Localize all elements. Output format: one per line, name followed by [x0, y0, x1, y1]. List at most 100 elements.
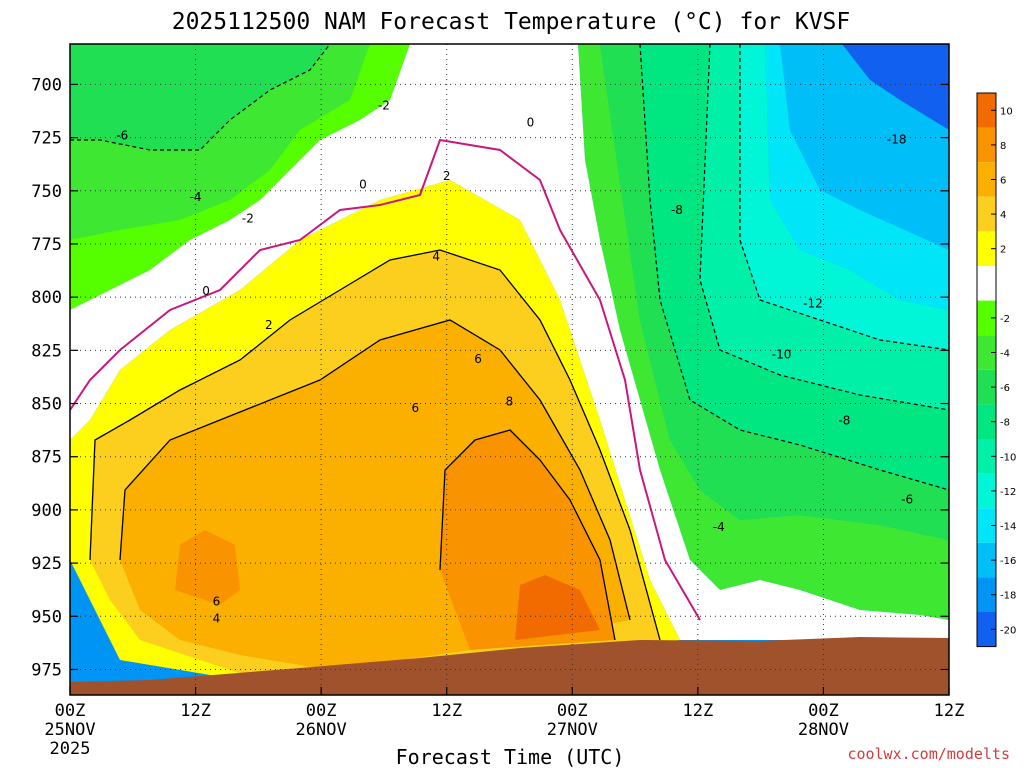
- contour-label: -2: [242, 211, 254, 225]
- band-minus10: [700, 44, 949, 410]
- contour-label: -10: [772, 348, 792, 362]
- terrain: [70, 637, 949, 695]
- colorbar-label: -2: [1000, 314, 1010, 325]
- colorbar-swatch: [977, 127, 996, 163]
- colorbar-frame: [976, 92, 997, 648]
- colorbar-label: 4: [1000, 210, 1006, 221]
- contour-label: -12: [803, 297, 823, 311]
- chart-title: 2025112500 NAM Forecast Temperature (°C)…: [172, 9, 851, 35]
- contour-label: -6: [116, 128, 128, 142]
- colorbar-label: 6: [1000, 176, 1006, 187]
- contour-label: 4: [213, 611, 221, 625]
- plot-area: -6 -4 -2 -2 0 0 0 2 2 4 4 6 6 6 8 -8 -18 -12 -10 -8 -6 -4: [70, 44, 949, 695]
- colorbar: 10 8 6 4 2 -2 -4 -6 -8 -10 -12 -14 -16 -18 -20: [976, 92, 1016, 648]
- plot-frame: [69, 43, 950, 696]
- y-tick-label: 725: [31, 129, 62, 149]
- colorbar-swatch: [977, 612, 996, 647]
- contour-label: 2: [443, 169, 451, 183]
- contour-label: 6: [213, 594, 221, 608]
- contour-label: -4: [713, 520, 725, 534]
- colorbar-label: 8: [1000, 141, 1006, 152]
- colorbar-swatch: [977, 300, 996, 336]
- colorbar-swatch: [977, 439, 996, 474]
- y-tick-label: 750: [31, 182, 62, 202]
- contour-label: -18: [887, 133, 907, 147]
- contour-label: 2: [265, 318, 273, 332]
- y-tick-label: 900: [31, 501, 62, 521]
- y-tick-label: 925: [31, 554, 62, 574]
- colorbar-label: -20: [1000, 625, 1016, 636]
- colorbar-swatch: [977, 473, 996, 509]
- band-minus4: [578, 44, 949, 620]
- band-minus12: [740, 44, 949, 350]
- x-tick-label: 25NOV: [44, 720, 95, 740]
- colorbar-label: -10: [1000, 452, 1016, 463]
- y-tick-label: 975: [31, 660, 62, 680]
- colorbar-label: 2: [1000, 245, 1006, 256]
- credit-text: coolwx.com/modelts: [847, 745, 1010, 763]
- x-tick-label: 00Z: [55, 701, 86, 721]
- colorbar-label: -4: [1000, 349, 1010, 360]
- y-tick-label: 950: [31, 607, 62, 627]
- y-tick-label: 850: [31, 395, 62, 415]
- x-tick-label: 00Z: [306, 701, 337, 721]
- x-tick-label: 00Z: [808, 701, 839, 721]
- y-tick-label: 875: [31, 448, 62, 468]
- contour-label: 0: [202, 284, 210, 298]
- x-tick-label: 28NOV: [798, 720, 849, 740]
- y-tick-label: 775: [31, 235, 62, 255]
- band-minus20: [842, 44, 949, 130]
- colorbar-label: -14: [1000, 522, 1016, 533]
- x-tick-label: 12Z: [682, 701, 713, 721]
- contour-lines: [89, 249, 661, 641]
- x-tick-label: 27NOV: [547, 720, 598, 740]
- contour-label: -8: [671, 203, 683, 217]
- contour-label: 0: [359, 177, 367, 191]
- x-axis-label: Forecast Time (UTC): [396, 745, 625, 768]
- colorbar-swatch: [977, 231, 996, 266]
- gridlines: [70, 44, 949, 695]
- colorbar-swatch: [977, 369, 996, 405]
- x-tick-label: 2025: [50, 739, 91, 759]
- colorbar-label: 10: [1000, 106, 1013, 117]
- contour-labels: -6 -4 -2 -2 0 0 0 2 2 4 4 6 6 6 8 -8 -18 -12 -10 -8 -6 -4: [116, 99, 913, 626]
- colorbar-swatch: [977, 508, 996, 543]
- contour-label: -2: [378, 99, 390, 113]
- contour-label: 4: [432, 250, 440, 264]
- zero-contour: [70, 138, 701, 621]
- band-plus6-blob: [175, 530, 240, 605]
- x-tick-label: 12Z: [431, 701, 462, 721]
- colorbar-label: -12: [1000, 487, 1016, 498]
- x-tick-label: 12Z: [180, 701, 211, 721]
- y-tick-label: 800: [31, 288, 62, 308]
- contour-label: 0: [527, 116, 535, 130]
- contour-label: 8: [506, 394, 514, 408]
- colorbar-swatch: [977, 162, 996, 197]
- colorbar-label: -16: [1000, 556, 1016, 567]
- contour-label: -6: [901, 492, 913, 506]
- band-minus14: [765, 44, 949, 310]
- contour-label: 6: [474, 352, 482, 366]
- x-tick-label: 00Z: [557, 701, 588, 721]
- x-tick-label: 26NOV: [296, 720, 347, 740]
- colorbar-label: -6: [1000, 383, 1010, 394]
- band-minus8: [640, 44, 949, 490]
- contour-label: -4: [190, 190, 202, 204]
- band-minus6-left: [70, 44, 330, 150]
- colorbar-label: -8: [1000, 418, 1010, 429]
- x-tick-label: 12Z: [934, 701, 965, 721]
- band-minus16: [780, 44, 949, 250]
- colorbar-swatch: [977, 542, 996, 578]
- y-tick-label: 700: [31, 75, 62, 95]
- y-tick-label: 825: [31, 341, 62, 361]
- contour-label: 6: [412, 401, 420, 415]
- band-minus6: [600, 44, 949, 540]
- contour-label: -8: [838, 414, 850, 428]
- band-zero: [70, 44, 949, 640]
- band-plus10: [515, 575, 600, 640]
- colorbar-label: -18: [1000, 591, 1016, 602]
- colorbar-swatch: [977, 266, 996, 301]
- colorbar-swatch: [977, 335, 996, 370]
